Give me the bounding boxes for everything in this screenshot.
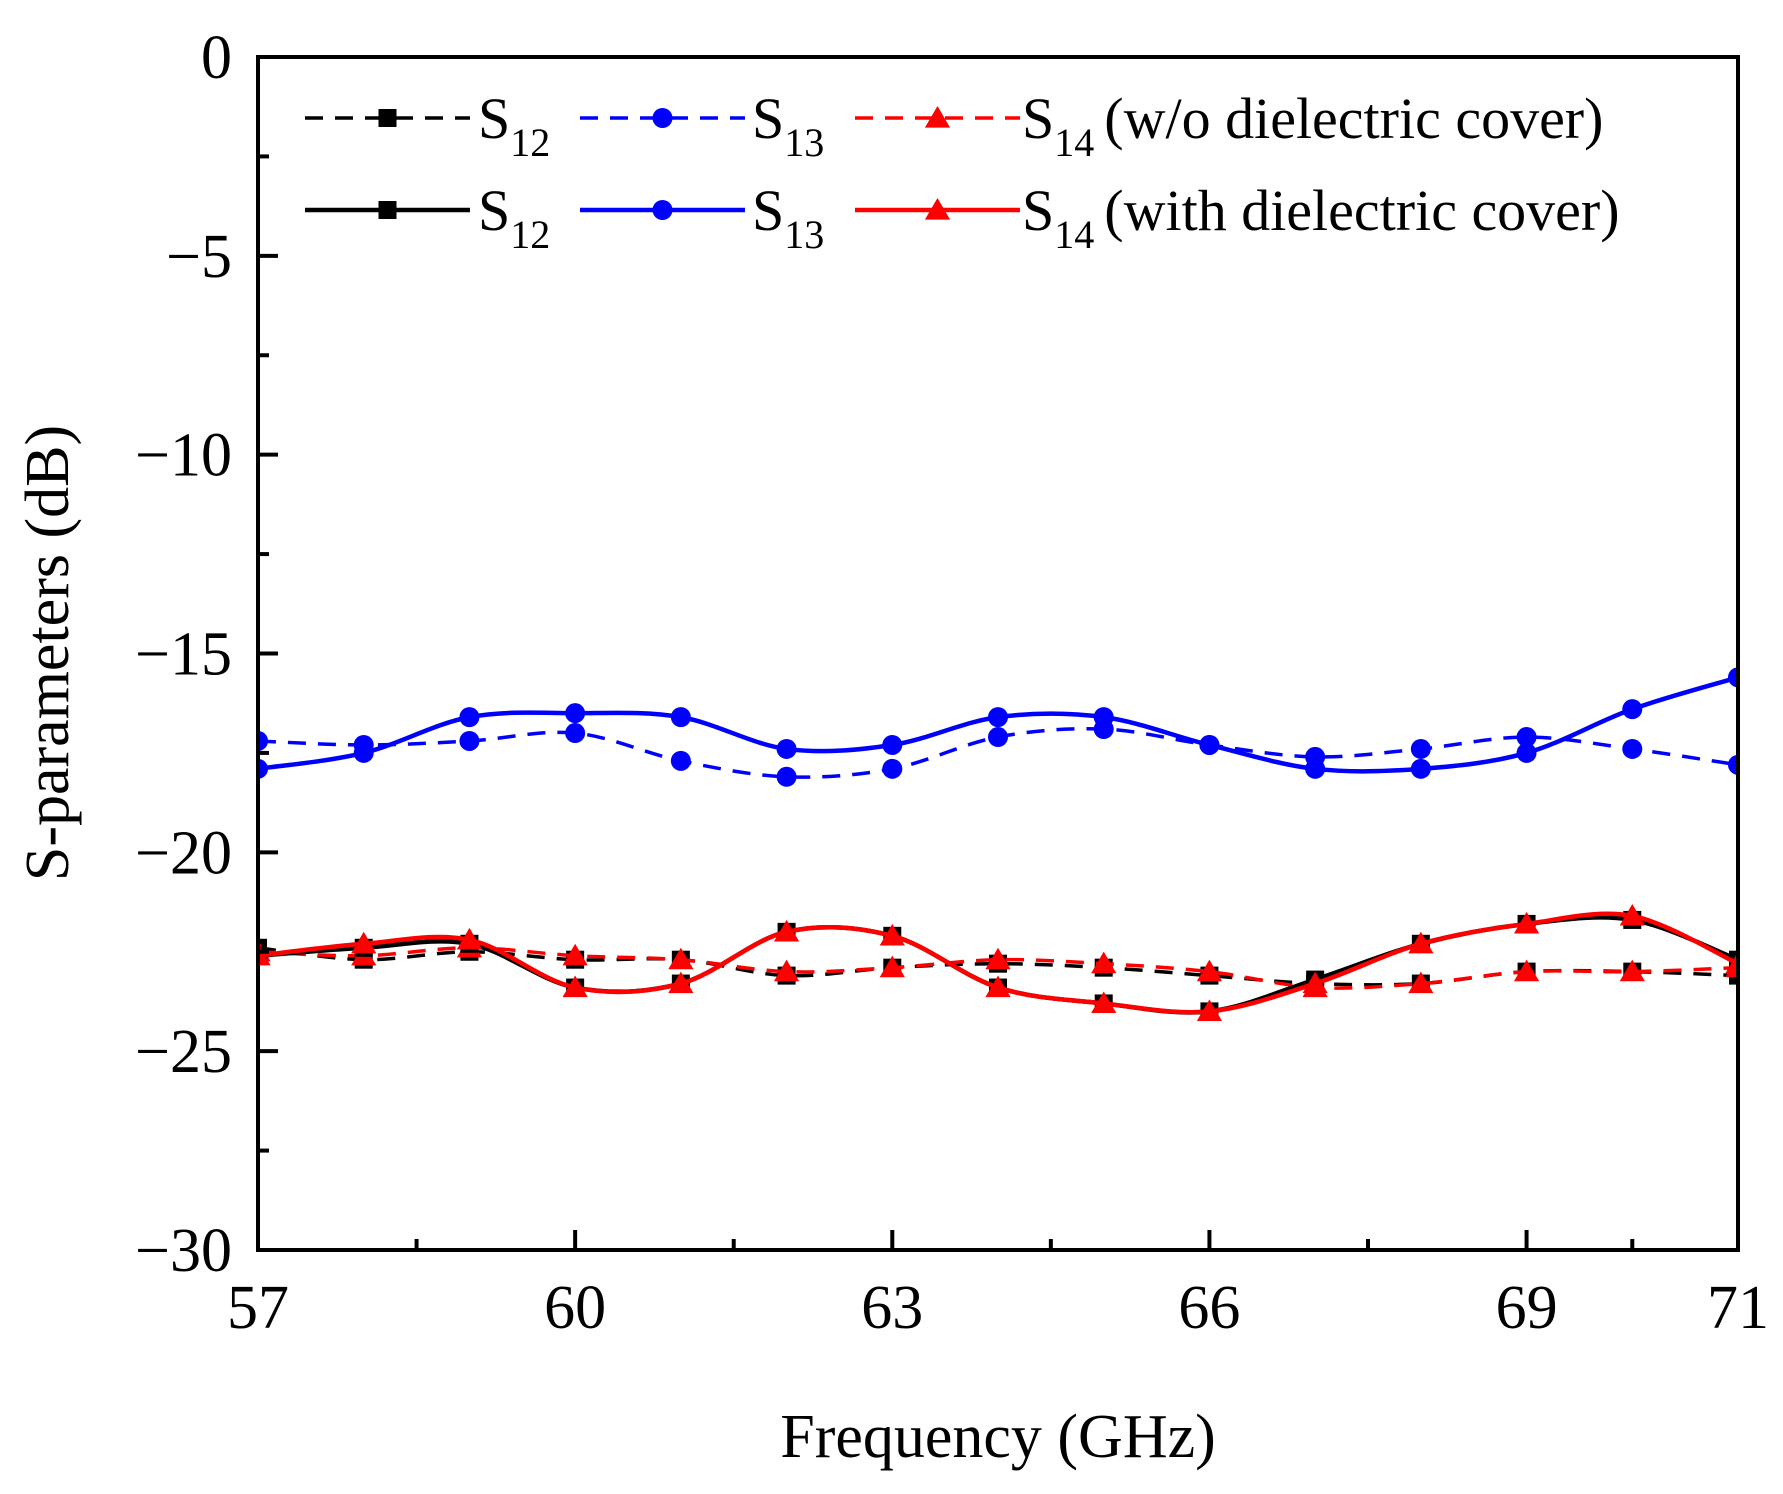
legend-label-s13: S13 bbox=[752, 86, 824, 165]
data-point bbox=[562, 975, 588, 998]
series-group bbox=[258, 667, 1738, 1021]
data-point bbox=[1302, 971, 1328, 994]
legend-marker-s14 bbox=[924, 106, 951, 128]
data-point bbox=[1196, 999, 1223, 1021]
data-point bbox=[668, 971, 694, 994]
y-tick-label: −20 bbox=[135, 819, 232, 887]
data-point bbox=[1410, 758, 1431, 779]
data-point bbox=[1513, 959, 1540, 982]
x-tick-label: 63 bbox=[861, 1274, 923, 1342]
data-point bbox=[988, 707, 1008, 728]
data-point bbox=[773, 959, 800, 982]
series-solid-s13 bbox=[258, 667, 1738, 779]
data-point bbox=[351, 931, 377, 954]
data-point bbox=[1091, 991, 1117, 1014]
data-point bbox=[1093, 707, 1114, 728]
data-point bbox=[258, 758, 268, 779]
data-point bbox=[1410, 738, 1431, 759]
data-point bbox=[459, 707, 480, 728]
ticks-group: 57 60 63 66 69 71 0 −5 −10 −15 −20 −25 −30 bbox=[135, 24, 1769, 1342]
data-point bbox=[776, 738, 797, 759]
data-point bbox=[1622, 699, 1643, 720]
y-tick-label: −15 bbox=[135, 621, 232, 689]
legend-label-s14: S14 (w/o dielectric cover) bbox=[1022, 86, 1603, 165]
data-point bbox=[882, 734, 903, 755]
data-point bbox=[1305, 758, 1326, 779]
y-tick-label: −25 bbox=[135, 1018, 232, 1086]
data-point bbox=[565, 723, 586, 744]
data-point bbox=[1408, 971, 1434, 994]
data-point bbox=[1619, 959, 1645, 982]
data-point bbox=[1728, 754, 1738, 775]
data-point bbox=[985, 975, 1011, 998]
x-tick-label: 57 bbox=[227, 1274, 289, 1342]
y-axis-label: S-parameters (dB) bbox=[14, 425, 82, 881]
data-point bbox=[1196, 959, 1223, 982]
legend-marker-s13 bbox=[652, 108, 673, 128]
legend-marker-s12 bbox=[378, 109, 397, 127]
y-tick-label: −5 bbox=[166, 223, 232, 291]
x-tick-label: 66 bbox=[1178, 1274, 1240, 1342]
y-tick-label: 0 bbox=[201, 24, 232, 92]
legend-marker-s13 bbox=[652, 200, 673, 220]
data-point bbox=[258, 730, 268, 751]
x-axis-label: Frequency (GHz) bbox=[780, 1403, 1216, 1471]
data-point bbox=[882, 758, 903, 779]
data-point bbox=[565, 703, 586, 724]
data-point bbox=[1513, 911, 1540, 934]
data-point bbox=[353, 742, 374, 763]
legend-row-solid: S12 S13 S14 (with dielectric cover) bbox=[305, 178, 1620, 257]
data-point bbox=[1408, 931, 1434, 954]
legend: S12 S13 S14 (w/o dielectric cover) S12 S13 S14… bbox=[305, 86, 1620, 257]
data-point bbox=[1516, 727, 1537, 748]
data-point bbox=[1622, 738, 1643, 759]
data-point bbox=[1199, 734, 1220, 755]
legend-marker-s14 bbox=[924, 198, 951, 220]
legend-label-s13: S13 bbox=[752, 178, 824, 257]
series-line bbox=[258, 946, 1738, 990]
data-point bbox=[1516, 742, 1537, 763]
data-point bbox=[985, 947, 1011, 970]
data-point bbox=[1091, 951, 1117, 974]
x-tick-label: 69 bbox=[1496, 1274, 1558, 1342]
data-point bbox=[456, 927, 483, 950]
data-point bbox=[459, 730, 480, 751]
legend-label-s12: S12 bbox=[478, 178, 550, 257]
data-point bbox=[773, 919, 800, 942]
data-point bbox=[670, 707, 691, 728]
data-point bbox=[670, 750, 691, 771]
legend-label-s12: S12 bbox=[478, 86, 550, 165]
data-point bbox=[776, 766, 797, 787]
x-tick-label: 71 bbox=[1707, 1274, 1769, 1342]
series-solid-s14 bbox=[258, 903, 1738, 1021]
data-point bbox=[879, 923, 905, 946]
data-point bbox=[668, 947, 694, 970]
legend-label-s14: S14 (with dielectric cover) bbox=[1022, 178, 1620, 257]
x-tick-label: 60 bbox=[544, 1274, 606, 1342]
data-point bbox=[879, 955, 905, 978]
legend-marker-s12 bbox=[378, 201, 397, 219]
data-point bbox=[258, 943, 271, 966]
legend-row-dashed: S12 S13 S14 (w/o dielectric cover) bbox=[305, 86, 1603, 165]
data-point bbox=[1725, 951, 1738, 974]
data-point bbox=[562, 943, 588, 966]
y-tick-label: −30 bbox=[135, 1217, 232, 1285]
y-tick-label: −10 bbox=[135, 422, 232, 490]
data-point bbox=[1619, 903, 1645, 926]
data-point bbox=[1728, 667, 1738, 688]
data-point bbox=[988, 727, 1008, 748]
